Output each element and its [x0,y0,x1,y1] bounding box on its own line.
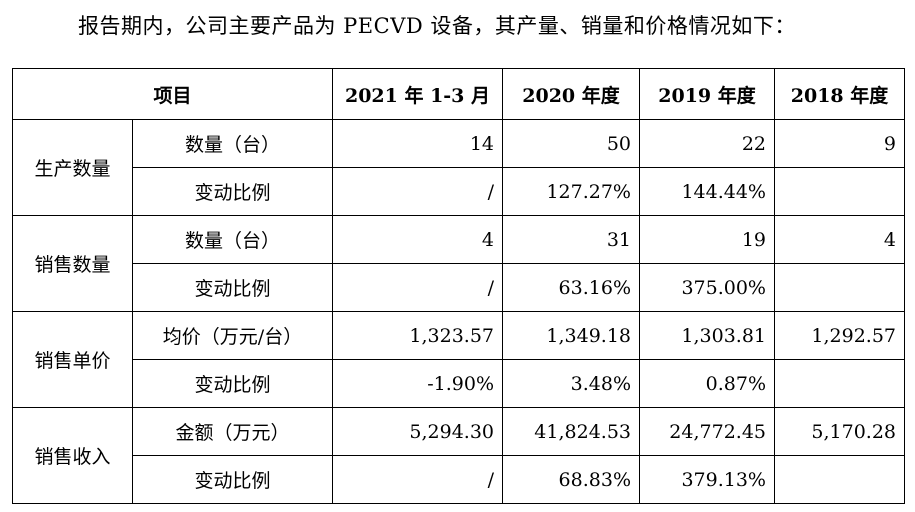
value-cell: 68.83% [502,455,640,504]
value-cell: 22 [639,119,775,168]
value-cell [774,263,905,312]
category-cell: 生产数量 [12,119,133,216]
header-2021-q1: 2021 年 1-3 月 [332,68,503,120]
table-row: 变动比例 / 63.16% 375.00% [13,263,905,312]
value-cell: 24,772.45 [639,407,775,456]
value-cell: 41,824.53 [502,407,640,456]
table-row: 生产数量 数量（台） 14 50 22 9 [12,119,905,216]
row-label: 变动比例 [132,167,333,216]
header-2019: 2019 年度 [639,68,775,120]
row-label: 变动比例 [132,455,333,504]
value-cell: 5,294.30 [332,407,503,456]
pecvd-production-sales-table: 项目 2021 年 1-3 月 2020 年度 2019 年度 2018 年度 … [12,68,905,504]
value-cell: 144.44% [639,167,775,216]
table-row: 变动比例 / 68.83% 379.13% [13,455,905,504]
value-cell: / [332,167,503,216]
value-cell: 127.27% [502,167,640,216]
row-label: 金额（万元） [132,407,333,456]
value-cell: 1,292.57 [774,311,905,360]
category-cell: 销售单价 [12,311,133,408]
value-cell: 63.16% [502,263,640,312]
table-row: 销售收入 金额（万元） 5,294.30 41,824.53 24,772.45… [12,407,905,504]
value-cell [774,359,905,408]
row-label: 数量（台） [132,119,333,168]
value-cell: 0.87% [639,359,775,408]
category-cell: 销售数量 [12,215,133,312]
value-cell: 50 [502,119,640,168]
value-cell: 4 [774,215,905,264]
table-row: 变动比例 -1.90% 3.48% 0.87% [13,359,905,408]
value-cell [774,455,905,504]
value-cell: 375.00% [639,263,775,312]
table-row: 销售单价 均价（万元/台） 1,323.57 1,349.18 1,303.81… [12,311,905,408]
row-label: 变动比例 [132,359,333,408]
value-cell: 9 [774,119,905,168]
value-cell: -1.90% [332,359,503,408]
value-cell: 31 [502,215,640,264]
row-label: 变动比例 [132,263,333,312]
row-label: 均价（万元/台） [132,311,333,360]
intro-paragraph: 报告期内，公司主要产品为 PECVD 设备，其产量、销量和价格情况如下： [78,14,796,38]
value-cell: 1,349.18 [502,311,640,360]
table-header-row: 项目 2021 年 1-3 月 2020 年度 2019 年度 2018 年度 [12,68,905,120]
value-cell: 19 [639,215,775,264]
value-cell [774,167,905,216]
table-row: 变动比例 / 127.27% 144.44% [13,167,905,216]
value-cell: 14 [332,119,503,168]
value-cell: 1,323.57 [332,311,503,360]
header-2018: 2018 年度 [774,68,905,120]
value-cell: 5,170.28 [774,407,905,456]
value-cell: 1,303.81 [639,311,775,360]
category-cell: 销售收入 [12,407,133,504]
header-2020: 2020 年度 [502,68,640,120]
value-cell: 3.48% [502,359,640,408]
value-cell: / [332,263,503,312]
value-cell: / [332,455,503,504]
row-label: 数量（台） [132,215,333,264]
table-row: 销售数量 数量（台） 4 31 19 4 [12,215,905,312]
header-item: 项目 [12,68,333,120]
value-cell: 379.13% [639,455,775,504]
value-cell: 4 [332,215,503,264]
